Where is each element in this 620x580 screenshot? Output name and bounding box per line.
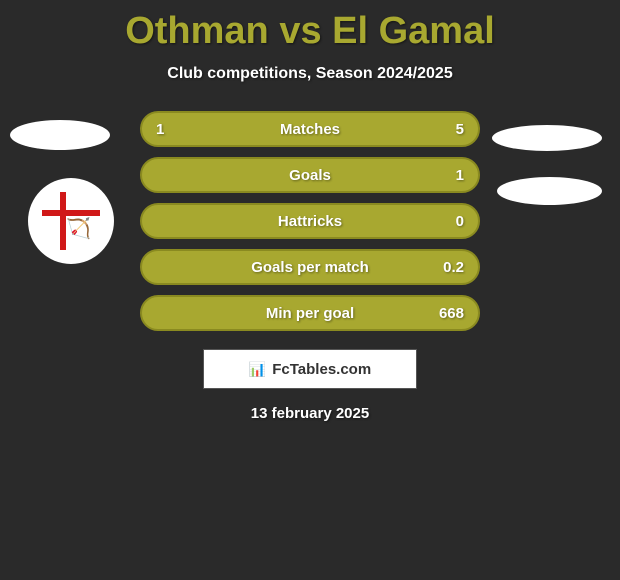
stat-right-value: 5	[424, 121, 464, 138]
stat-label: Goals	[289, 167, 331, 184]
page-title: Othman vs El Gamal	[0, 0, 620, 53]
stat-right-value: 0.2	[424, 259, 464, 276]
player-left-badge	[10, 120, 110, 150]
date-label: 13 february 2025	[0, 405, 620, 422]
player-right-badge-1	[492, 125, 602, 151]
club-logo-inner: 🏹	[42, 192, 100, 250]
archer-icon: 🏹	[66, 216, 91, 241]
stat-right-value: 668	[424, 305, 464, 322]
stat-label: Matches	[280, 121, 340, 138]
stat-label: Goals per match	[251, 259, 369, 276]
stat-bar-gpm: Goals per match 0.2	[140, 249, 480, 285]
stat-right-value: 1	[424, 167, 464, 184]
stat-bar-hattricks: Hattricks 0	[140, 203, 480, 239]
stat-left-value: 1	[156, 121, 196, 138]
player-right-badge-2	[497, 177, 602, 205]
branding-box: 📊 FcTables.com	[203, 349, 417, 389]
stat-bar-mpg: Min per goal 668	[140, 295, 480, 331]
chart-icon: 📊	[249, 361, 266, 378]
club-logo: 🏹	[28, 178, 114, 264]
stat-bar-goals: Goals 1	[140, 157, 480, 193]
subtitle: Club competitions, Season 2024/2025	[0, 65, 620, 83]
stat-right-value: 0	[424, 213, 464, 230]
branding-text: FcTables.com	[272, 361, 371, 378]
stat-label: Min per goal	[266, 305, 354, 322]
stat-label: Hattricks	[278, 213, 342, 230]
stat-bar-matches: 1 Matches 5	[140, 111, 480, 147]
